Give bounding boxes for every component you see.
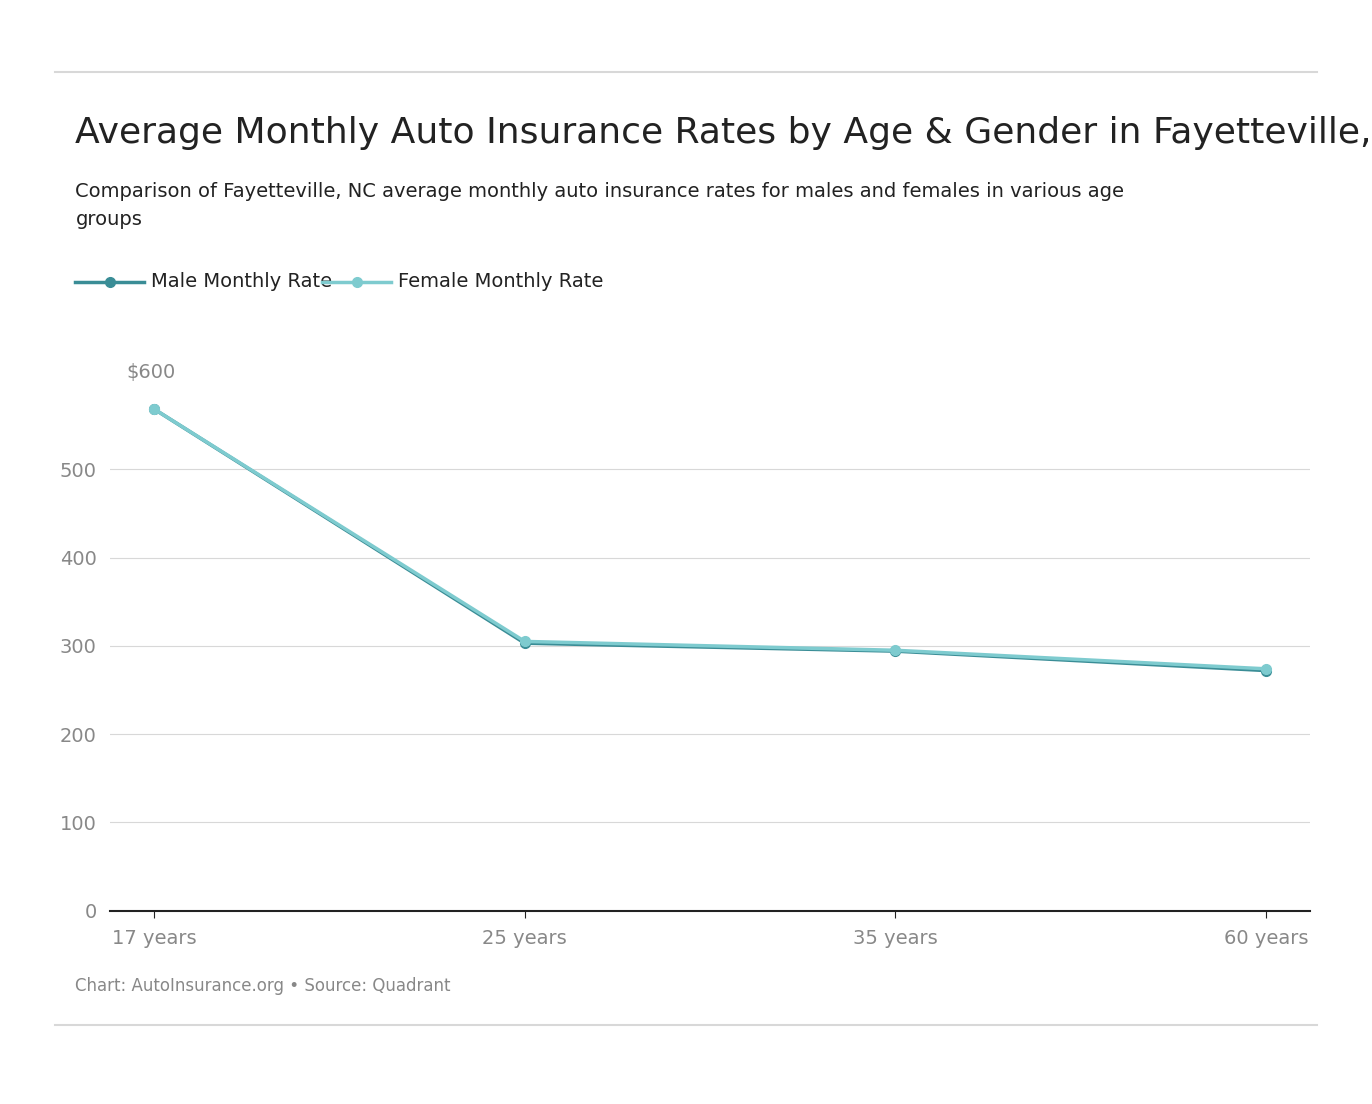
Text: Chart: AutoInsurance.org • Source: Quadrant: Chart: AutoInsurance.org • Source: Quadr…	[75, 977, 451, 995]
Text: Female Monthly Rate: Female Monthly Rate	[398, 272, 604, 291]
Text: $600: $600	[126, 362, 176, 382]
Text: Male Monthly Rate: Male Monthly Rate	[151, 272, 332, 291]
Text: Average Monthly Auto Insurance Rates by Age & Gender in Fayetteville, NC: Average Monthly Auto Insurance Rates by …	[75, 116, 1372, 150]
Text: Comparison of Fayetteville, NC average monthly auto insurance rates for males an: Comparison of Fayetteville, NC average m…	[75, 182, 1125, 230]
